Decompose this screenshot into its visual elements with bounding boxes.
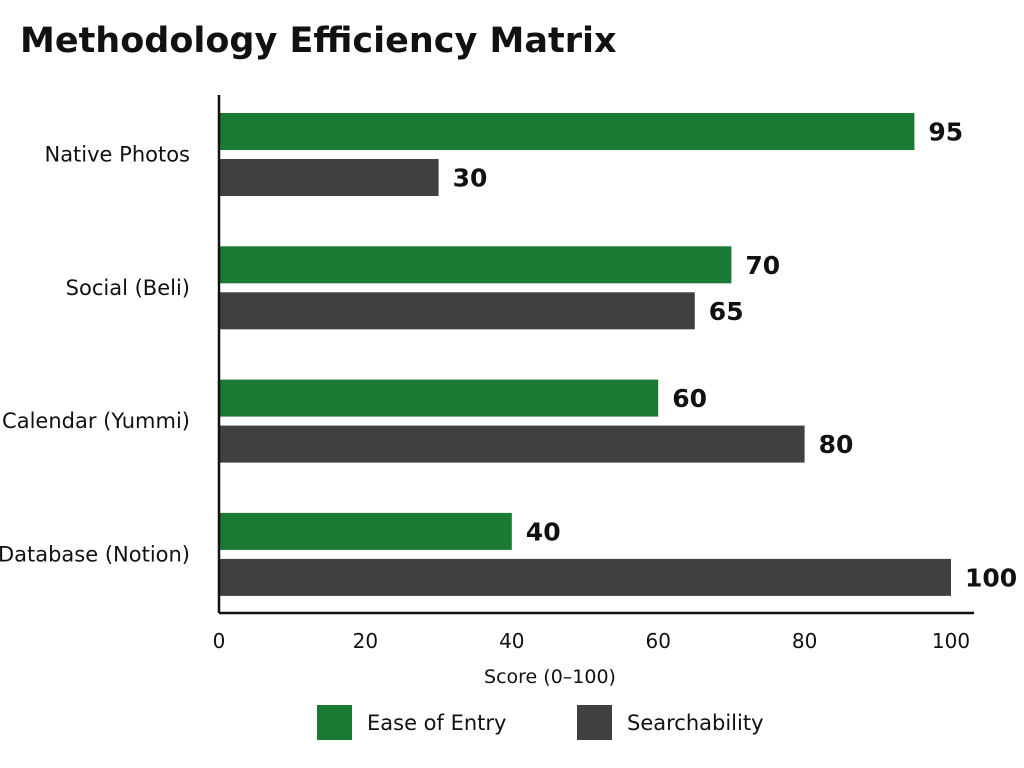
x-axis-title: Score (0–100) xyxy=(484,666,616,688)
bar-ease-of-entry-1 xyxy=(219,246,732,284)
bar-searchability-1 xyxy=(219,292,695,330)
legend-label-searchability: Searchability xyxy=(627,711,764,735)
bar-ease-of-entry-3 xyxy=(219,512,512,550)
x-tick-label-5: 100 xyxy=(932,629,970,653)
category-label-1: Social (Beli) xyxy=(66,276,190,300)
bar-searchability-3 xyxy=(219,558,951,596)
x-ticks: 0 20 40 60 80 100 xyxy=(213,629,970,653)
category-label-2: Calendar (Yummi) xyxy=(2,409,190,433)
value-label-searchability-2: 80 xyxy=(819,430,854,459)
x-tick-label-3: 60 xyxy=(645,629,670,653)
x-tick-label-4: 80 xyxy=(792,629,817,653)
x-tick-label-1: 20 xyxy=(353,629,378,653)
value-label-ease-of-entry-3: 40 xyxy=(526,517,561,546)
value-label-searchability-1: 65 xyxy=(709,297,744,326)
x-tick-label-0: 0 xyxy=(213,629,226,653)
x-tick-label-2: 40 xyxy=(499,629,524,653)
category-labels: Native Photos Social (Beli) Calendar (Yumm… xyxy=(0,143,190,567)
category-label-3: Database (Notion) xyxy=(0,542,190,566)
value-label-searchability-3: 100 xyxy=(965,563,1017,592)
chart-title: Methodology Efficiency Matrix xyxy=(20,21,617,61)
value-label-searchability-0: 30 xyxy=(453,164,488,193)
axes-group xyxy=(217,95,974,615)
bar-searchability-2 xyxy=(219,425,805,463)
legend-label-ease-of-entry: Ease of Entry xyxy=(367,711,506,735)
bar-searchability-0 xyxy=(219,159,439,196)
bars-group xyxy=(219,113,951,596)
category-label-0: Native Photos xyxy=(44,143,190,167)
bar-ease-of-entry-2 xyxy=(219,379,659,417)
legend-swatch-ease-of-entry xyxy=(317,705,352,740)
legend: Ease of Entry Searchability xyxy=(317,705,764,740)
legend-swatch-searchability xyxy=(577,705,612,740)
value-label-ease-of-entry-1: 70 xyxy=(745,251,780,280)
value-label-ease-of-entry-0: 95 xyxy=(928,118,963,147)
value-label-ease-of-entry-2: 60 xyxy=(672,384,707,413)
bar-ease-of-entry-0 xyxy=(219,113,915,150)
